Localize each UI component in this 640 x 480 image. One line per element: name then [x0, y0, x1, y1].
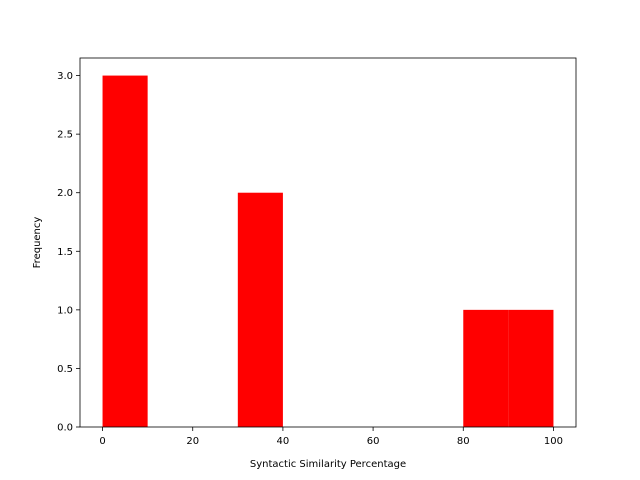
x-tick-label-1: 20 — [186, 436, 199, 447]
y-tick-label-1: 0.5 — [57, 364, 73, 375]
histogram-bar-8 — [463, 310, 508, 427]
histogram-bar-0 — [103, 76, 148, 427]
y-tick-label-3: 1.5 — [57, 247, 73, 258]
x-tick-label-3: 60 — [367, 436, 380, 447]
y-tick-label-0: 0.0 — [57, 423, 73, 434]
y-tick-label-2: 1.0 — [57, 305, 73, 316]
histogram-bar-9 — [508, 310, 553, 427]
y-axis-label: Frequency — [32, 217, 43, 269]
x-axis-label: Syntactic Similarity Percentage — [250, 459, 406, 470]
x-tick-label-4: 80 — [457, 436, 470, 447]
histogram-bar-3 — [238, 193, 283, 427]
x-tick-label-5: 100 — [544, 436, 563, 447]
y-tick-label-4: 2.0 — [57, 188, 73, 199]
x-tick-label-2: 40 — [277, 436, 290, 447]
y-tick-label-6: 3.0 — [57, 71, 73, 82]
y-tick-label-5: 2.5 — [57, 130, 73, 141]
x-tick-label-0: 0 — [99, 436, 105, 447]
